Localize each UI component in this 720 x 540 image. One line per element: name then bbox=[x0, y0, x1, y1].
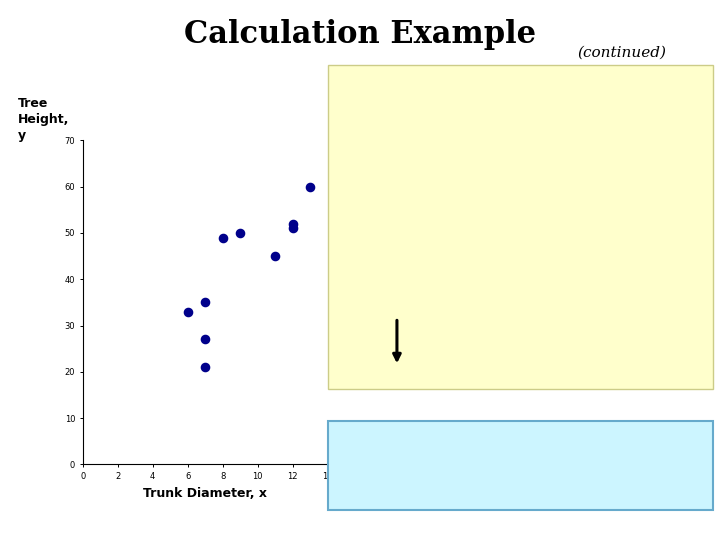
Text: linear association between x and y: linear association between x and y bbox=[336, 484, 577, 498]
Text: =: = bbox=[339, 181, 351, 195]
Text: $\mathrm{8(3142)\,-\,(73)(321)}$: $\mathrm{8(3142)\,-\,(73)(321)}$ bbox=[464, 154, 615, 173]
Text: Calculation Example: Calculation Example bbox=[184, 19, 536, 50]
Text: $\rightarrow$ relatively strong positive: $\rightarrow$ relatively strong positive bbox=[436, 441, 631, 458]
Point bbox=[287, 219, 298, 228]
Point bbox=[287, 224, 298, 233]
Point bbox=[199, 335, 211, 344]
Text: Tree
Height,
y: Tree Height, y bbox=[18, 97, 69, 142]
Text: $\mathrm{\sqrt{[8(713)-(73)^2][8(14111)-(321)^2]}}$: $\mathrm{\sqrt{[8(713)-(73)^2][8(14111)-… bbox=[409, 189, 670, 213]
Text: $= 0.886$: $= 0.886$ bbox=[339, 260, 408, 278]
Text: r = 0.886: r = 0.886 bbox=[336, 442, 414, 457]
Point bbox=[199, 298, 211, 307]
Text: $\mathrm{\sqrt{[n(\!\sum\! x^2)-(\!\sum\! x)^2][n(\!\sum\! y^2)-(\!\sum\! y)^2]}: $\mathrm{\sqrt{[n(\!\sum\! x^2)-(\!\sum\… bbox=[430, 121, 649, 148]
Point bbox=[182, 307, 194, 316]
Text: $\mathrm{n\!\sum\! xy\,-\,\sum\! x\!\sum\! y}$: $\mathrm{n\!\sum\! xy\,-\,\sum\! x\!\sum… bbox=[488, 75, 590, 97]
Text: (continued): (continued) bbox=[577, 46, 666, 60]
Text: r =: r = bbox=[339, 108, 361, 122]
Point bbox=[199, 363, 211, 372]
Point bbox=[269, 252, 281, 260]
Point bbox=[217, 233, 228, 242]
X-axis label: Trunk Diameter, x: Trunk Diameter, x bbox=[143, 487, 267, 500]
Point bbox=[235, 228, 246, 237]
Point bbox=[305, 183, 316, 191]
